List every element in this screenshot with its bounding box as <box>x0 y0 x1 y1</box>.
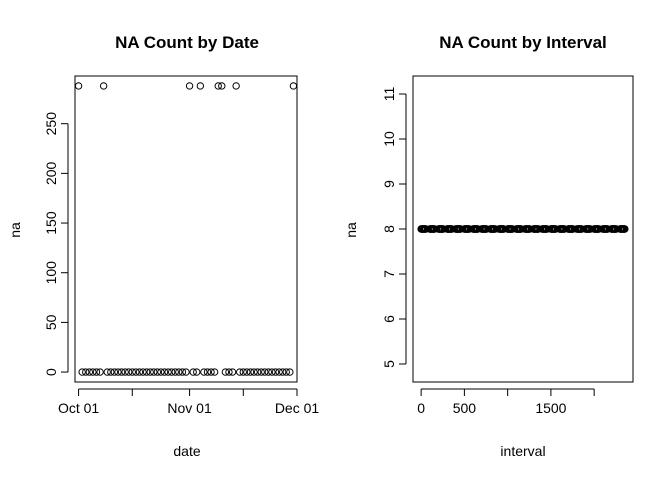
na-by-interval-panel: NA Count by Interval interval na 0 500 150… <box>343 33 634 459</box>
data-point <box>221 368 230 376</box>
data-point <box>225 368 233 376</box>
data-point <box>203 368 212 376</box>
data-point <box>132 368 140 376</box>
data-point <box>142 368 151 376</box>
data-point <box>189 368 197 376</box>
y-tick-label: 11 <box>381 87 397 102</box>
data-point <box>275 368 283 376</box>
data-point <box>243 368 251 376</box>
chart-title: NA Count by Date <box>115 33 259 52</box>
data-point <box>175 368 183 376</box>
y-tick-label: 200 <box>43 161 59 185</box>
data-point <box>171 368 179 376</box>
y-tick-label: 9 <box>381 180 397 188</box>
data-point <box>278 368 287 376</box>
data-point <box>268 368 276 376</box>
data-points <box>74 82 298 376</box>
data-point <box>239 368 247 376</box>
y-tick-label: 5 <box>381 360 397 368</box>
data-point <box>117 368 126 376</box>
x-tick-label: Oct 01 <box>58 400 99 416</box>
data-point <box>107 368 115 376</box>
plot-frame <box>74 75 298 383</box>
data-point <box>139 368 147 376</box>
data-point <box>92 368 101 376</box>
data-point <box>103 368 111 376</box>
y-tick-label: 8 <box>381 225 397 233</box>
plot-frame <box>412 75 634 383</box>
data-point <box>286 368 294 376</box>
data-point <box>250 368 258 376</box>
data-point <box>157 368 165 376</box>
data-point <box>257 368 265 376</box>
data-point <box>78 368 86 376</box>
x-tick-label: 500 <box>453 400 477 416</box>
y-axis-label: na <box>7 222 23 238</box>
na-by-date-panel: NA Count by Date date na Oct 01 Nov 01 Dec… <box>7 33 319 459</box>
x-tick-label: Dec 01 <box>275 400 320 416</box>
data-point <box>196 82 205 90</box>
data-point <box>207 368 215 376</box>
x-axis: Oct 01 Nov 01 Dec 01 <box>58 388 320 416</box>
chart-title: NA Count by Interval <box>439 33 607 52</box>
x-axis-label: date <box>173 443 200 459</box>
y-tick-label: 250 <box>43 112 59 136</box>
data-point <box>178 368 187 376</box>
data-point <box>110 368 119 376</box>
data-point <box>99 82 108 90</box>
data-point <box>621 225 629 233</box>
data-point <box>264 368 273 376</box>
y-axis-label: na <box>343 222 359 238</box>
data-point <box>210 368 219 376</box>
data-point <box>153 368 162 376</box>
data-point <box>160 368 169 376</box>
data-point <box>236 368 244 376</box>
data-point <box>185 82 194 90</box>
data-point <box>146 368 154 376</box>
data-point <box>271 368 280 376</box>
data-point <box>89 368 97 376</box>
x-axis: 0 500 1500 <box>417 388 595 416</box>
data-point <box>135 368 144 376</box>
data-point <box>228 368 237 376</box>
data-point <box>121 368 129 376</box>
data-point <box>200 368 208 376</box>
y-tick-label: 150 <box>43 211 59 235</box>
data-point <box>74 82 83 90</box>
data-point <box>82 368 90 376</box>
data-point <box>114 368 122 376</box>
y-tick-label: 6 <box>381 315 397 323</box>
data-point <box>193 368 201 376</box>
y-tick-label: 10 <box>381 131 397 147</box>
data-point <box>96 368 104 376</box>
data-point <box>85 368 94 376</box>
data-point <box>164 368 172 376</box>
data-point <box>125 368 133 376</box>
data-point <box>232 82 240 90</box>
data-point <box>182 368 190 376</box>
y-tick-label: 50 <box>43 314 59 330</box>
x-tick-label: 0 <box>417 400 425 416</box>
data-point <box>246 368 255 376</box>
data-point <box>289 82 298 90</box>
y-axis: 0 50 100 150 200 250 <box>43 112 69 376</box>
data-point <box>128 368 136 376</box>
x-tick-label: Nov 01 <box>167 400 212 416</box>
y-tick-label: 7 <box>381 270 397 278</box>
y-axis: 5 6 7 8 9 10 11 <box>381 87 407 368</box>
data-point <box>218 82 226 90</box>
data-points <box>417 225 629 233</box>
data-point <box>261 368 269 376</box>
x-axis-label: interval <box>500 443 545 459</box>
y-tick-label: 0 <box>43 368 59 376</box>
data-point <box>282 368 290 376</box>
y-tick-label: 100 <box>43 261 59 285</box>
data-point <box>214 82 222 90</box>
x-tick-label: 1500 <box>535 400 566 416</box>
data-point <box>167 368 176 376</box>
data-point <box>253 368 262 376</box>
data-point <box>150 368 158 376</box>
